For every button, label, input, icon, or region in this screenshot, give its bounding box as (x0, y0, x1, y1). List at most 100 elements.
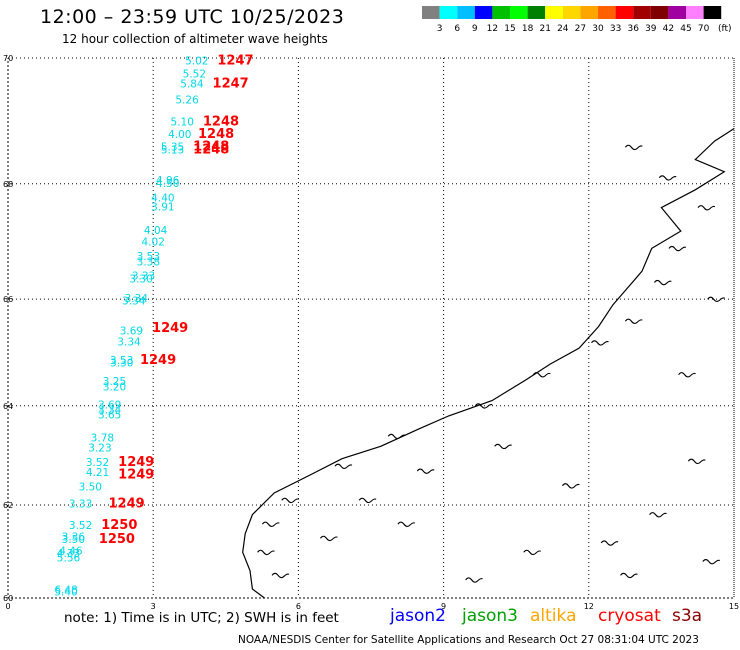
coastal-feature (257, 549, 275, 556)
pass-time-label: 1249 (152, 321, 188, 336)
legend-s3a: s3a (672, 606, 703, 626)
wave-height-label: 3.91 (151, 202, 174, 214)
legend-cryosat: cryosat (598, 606, 661, 626)
color-swatch (457, 6, 475, 19)
wave-height-label: 3.53 (110, 355, 133, 367)
coastal-feature (416, 468, 435, 474)
color-swatch (527, 6, 546, 19)
wave-height-label: 3.34 (125, 293, 149, 305)
coastal-feature (562, 483, 580, 489)
coastal-feature (397, 521, 416, 527)
wave-height-label: 3.52 (69, 520, 92, 532)
wave-height-label: 3.33 (132, 271, 155, 283)
legend-jason3: jason3 (462, 606, 518, 626)
color-swatch (439, 6, 458, 19)
wave-height-label: 3.65 (98, 410, 121, 422)
color-swatch (474, 6, 493, 19)
color-scale-label: 12 (487, 24, 498, 34)
coastal-feature (707, 296, 725, 302)
coastal-feature (687, 458, 706, 465)
wave-height-label: 5.56 (57, 553, 81, 565)
wave-height-label: 5.10 (171, 116, 194, 128)
coastal-feature (387, 433, 406, 440)
map-subtitle: 12 hour collection of altimeter wave hei… (62, 32, 328, 46)
latitude-tick-label: 62 (3, 501, 13, 510)
coastal-feature (320, 535, 338, 542)
wave-height-label: 4.21 (86, 467, 109, 479)
latitude-tick-label: 66 (3, 295, 13, 304)
wave-height-label: 5.35 (161, 141, 184, 153)
coastal-feature (532, 372, 551, 378)
coastal-feature (649, 512, 667, 518)
longitude-tick-label: 15 (729, 602, 739, 611)
coastal-feature (494, 443, 512, 450)
coastal-feature (702, 558, 721, 565)
coastal-feature (358, 497, 377, 504)
longitude-tick-label: 3 (151, 602, 156, 611)
color-scale-label: 33 (610, 24, 621, 34)
pass-time-label: 1250 (99, 532, 135, 547)
wave-height-label: 3.23 (88, 442, 111, 454)
latitude-tick-label: 60 (3, 594, 13, 603)
coastal-feature (474, 403, 493, 409)
pass-time-label: 1248 (203, 114, 239, 129)
longitude-tick-label: 0 (5, 602, 10, 611)
pass-time-label: 1248 (193, 142, 229, 157)
wave-height-label: 5.40 (54, 587, 77, 599)
color-swatch (633, 6, 651, 19)
pass-time-label: 1250 (101, 518, 137, 533)
coastal-feature (591, 340, 609, 346)
coastal-feature (658, 175, 677, 181)
color-swatch (580, 6, 598, 19)
wave-height-label: 4.96 (156, 175, 180, 187)
wave-height-label: 3.53 (137, 251, 160, 263)
wave-height-label: 3.69 (120, 326, 143, 338)
wave-height-label: 4.46 (59, 546, 83, 558)
legend-altika: altika (530, 606, 577, 626)
coastal-feature (653, 279, 672, 286)
color-scale-label: 39 (645, 24, 657, 34)
coastal-feature (624, 144, 643, 151)
color-swatch (598, 6, 616, 19)
coastal-feature (271, 572, 290, 579)
wave-height-label: 3.20 (103, 381, 126, 393)
wave-height-label: 5.52 (183, 69, 206, 81)
color-swatch (686, 6, 704, 19)
color-scale-label: 70 (698, 24, 710, 34)
wave-height-label: 3.36 (62, 532, 86, 544)
coastal-feature (281, 497, 299, 504)
pass-time-label: 1249 (140, 353, 176, 368)
color-scale-label: 6 (454, 24, 460, 34)
color-scale-label: 42 (663, 24, 674, 34)
longitude-tick-label: 12 (584, 602, 594, 611)
credit-footer: NOAA/NESDIS Center for Satellite Applica… (238, 634, 699, 646)
pass-time-label: 1249 (118, 455, 154, 470)
wave-height-label: 5.02 (185, 56, 208, 68)
pass-time-label: 1248 (193, 139, 229, 154)
pass-time-label: 1247 (217, 54, 253, 69)
pass-time-label: 1249 (108, 496, 144, 511)
wave-height-label: 3.33 (69, 498, 92, 510)
color-scale-label: 27 (575, 24, 586, 34)
coastal-feature (600, 540, 619, 546)
coastal-feature (678, 372, 696, 378)
footnote: note: 1) Time is in UTC; 2) SWH is in fe… (64, 610, 339, 626)
wave-height-label: 3.50 (79, 482, 102, 494)
color-swatch (492, 6, 510, 19)
pass-time-label: 1247 (213, 76, 249, 91)
color-swatch (703, 6, 722, 19)
color-scale-label: 9 (472, 24, 478, 34)
coastal-feature (523, 549, 541, 556)
color-scale-unit: (ft) (718, 24, 732, 34)
wave-height-label: 4.50 (156, 178, 179, 190)
wave-height-label: 3.38 (137, 257, 160, 269)
wave-height-label: 3.30 (110, 358, 133, 370)
color-scale-label: 30 (592, 24, 604, 34)
longitude-tick-label: 6 (296, 602, 301, 611)
wave-height-label: 4.02 (142, 237, 165, 249)
wave-height-label: 3.25 (103, 376, 126, 388)
color-scale-label: 18 (522, 24, 534, 34)
wave-height-label: 3.52 (86, 457, 109, 469)
color-scale-legend: 3 6 9 12 15 18 21 24 27 30 33 36 39 42 45 70 (ft) (422, 6, 732, 34)
color-swatch (422, 6, 440, 19)
